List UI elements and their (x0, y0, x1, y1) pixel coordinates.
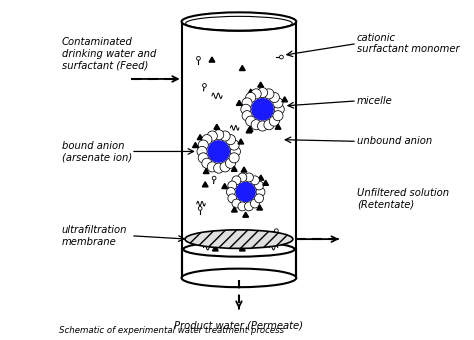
Circle shape (255, 181, 264, 190)
Circle shape (226, 135, 236, 145)
Polygon shape (247, 126, 253, 131)
Circle shape (202, 158, 212, 168)
Circle shape (242, 110, 252, 121)
Circle shape (251, 120, 261, 130)
Circle shape (198, 140, 209, 150)
Circle shape (208, 141, 229, 162)
Polygon shape (222, 184, 228, 189)
Circle shape (250, 199, 259, 208)
Circle shape (269, 116, 279, 126)
Text: ultrafiltration
membrane: ultrafiltration membrane (62, 225, 128, 246)
Circle shape (212, 176, 216, 180)
Polygon shape (197, 135, 203, 140)
Polygon shape (239, 66, 245, 70)
Polygon shape (246, 128, 252, 133)
Circle shape (241, 104, 251, 114)
Circle shape (250, 176, 259, 185)
Circle shape (198, 207, 202, 210)
Text: unbound anion: unbound anion (357, 136, 432, 146)
Circle shape (236, 183, 255, 201)
Circle shape (214, 130, 224, 140)
Circle shape (274, 104, 284, 114)
Circle shape (255, 194, 264, 203)
Text: micelle: micelle (357, 96, 393, 106)
Circle shape (227, 187, 235, 197)
Polygon shape (212, 246, 218, 251)
Circle shape (274, 229, 278, 233)
Circle shape (229, 153, 239, 163)
Circle shape (238, 202, 247, 211)
Circle shape (264, 89, 274, 99)
Ellipse shape (182, 12, 296, 31)
Circle shape (198, 153, 209, 163)
Circle shape (273, 98, 283, 108)
Text: cationic
surfactant monomer: cationic surfactant monomer (357, 33, 460, 54)
Circle shape (245, 173, 254, 182)
Polygon shape (214, 124, 219, 129)
Polygon shape (243, 212, 248, 217)
Circle shape (256, 187, 265, 197)
Circle shape (207, 162, 218, 172)
Circle shape (245, 202, 254, 211)
Polygon shape (209, 57, 215, 62)
Polygon shape (202, 182, 208, 187)
Circle shape (220, 131, 230, 141)
Circle shape (228, 194, 237, 203)
Circle shape (202, 135, 212, 145)
Ellipse shape (182, 269, 296, 287)
Polygon shape (275, 124, 281, 129)
Polygon shape (231, 166, 237, 171)
Ellipse shape (185, 230, 293, 249)
Polygon shape (203, 169, 209, 173)
Circle shape (238, 173, 247, 182)
Circle shape (257, 121, 268, 131)
Circle shape (246, 116, 256, 126)
Polygon shape (239, 246, 245, 251)
Circle shape (214, 163, 224, 173)
Circle shape (242, 98, 252, 108)
Circle shape (232, 199, 241, 208)
Circle shape (251, 89, 261, 99)
Circle shape (232, 176, 241, 185)
Polygon shape (258, 175, 264, 180)
Text: Unfiltered solution
(Retentate): Unfiltered solution (Retentate) (357, 188, 449, 209)
Ellipse shape (183, 242, 294, 257)
Circle shape (280, 55, 283, 59)
Text: Product water (Permeate): Product water (Permeate) (174, 320, 303, 330)
Circle shape (252, 99, 273, 120)
Polygon shape (231, 207, 237, 212)
Polygon shape (182, 22, 296, 278)
Circle shape (246, 92, 256, 103)
Circle shape (264, 120, 274, 130)
Polygon shape (282, 97, 288, 102)
Text: Contaminated
drinking water and
surfactant (Feed): Contaminated drinking water and surfacta… (62, 37, 156, 70)
Circle shape (220, 162, 230, 172)
Circle shape (229, 140, 239, 150)
Polygon shape (237, 100, 242, 105)
Text: Schematic of experimental water treatment process: Schematic of experimental water treatmen… (58, 326, 283, 335)
Polygon shape (258, 82, 264, 87)
Polygon shape (257, 205, 263, 210)
Polygon shape (248, 89, 254, 94)
Circle shape (257, 87, 268, 98)
Text: bound anion
(arsenate ion): bound anion (arsenate ion) (62, 141, 132, 162)
Circle shape (197, 147, 207, 156)
Circle shape (273, 110, 283, 121)
Polygon shape (192, 142, 198, 148)
Polygon shape (263, 180, 268, 185)
Polygon shape (241, 167, 247, 172)
Circle shape (197, 56, 201, 60)
Circle shape (228, 181, 237, 190)
Polygon shape (238, 139, 244, 144)
Circle shape (226, 158, 236, 168)
Circle shape (230, 147, 240, 156)
Circle shape (202, 84, 206, 87)
Circle shape (207, 131, 218, 141)
Circle shape (269, 92, 279, 103)
